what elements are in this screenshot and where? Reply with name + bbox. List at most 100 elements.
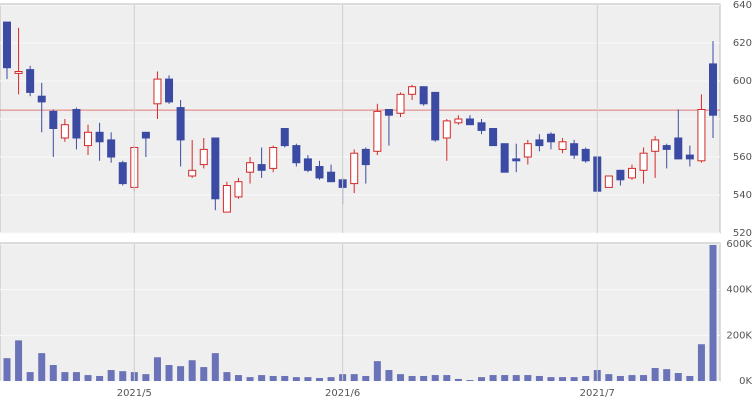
volume-panel	[0, 242, 721, 382]
volume-bar	[142, 374, 150, 381]
x-tick-label: 2021/7	[580, 388, 615, 399]
volume-bar	[454, 378, 462, 381]
candle-body	[60, 124, 69, 139]
volume-bar	[686, 375, 694, 381]
volume-bar	[200, 367, 208, 381]
y-tick-label: 600K	[726, 239, 752, 250]
candle-body	[477, 122, 486, 131]
candle-body	[327, 171, 336, 183]
candle-body	[118, 162, 127, 185]
candle-body	[697, 109, 706, 162]
candle-body	[581, 148, 590, 162]
candle-body	[442, 120, 451, 139]
candle-body	[141, 131, 150, 139]
candle-body	[500, 143, 509, 173]
y-tick-label: 640	[733, 0, 752, 11]
volume-bar	[177, 366, 185, 381]
candle-body	[153, 78, 162, 105]
volume-bar	[188, 360, 196, 381]
candle-body	[222, 185, 231, 213]
candle-body	[616, 169, 625, 181]
candle-body	[454, 118, 463, 124]
volume-bar	[628, 375, 636, 381]
volume-bar	[663, 369, 671, 381]
candle-body	[627, 167, 636, 179]
volume-bar	[49, 365, 57, 381]
candle-body	[558, 141, 567, 150]
volume-bar	[269, 375, 277, 381]
candle-body	[199, 148, 208, 166]
candle-body	[709, 63, 717, 116]
volume-bar	[119, 371, 127, 381]
candle-body	[269, 147, 278, 169]
volume-bar	[385, 370, 393, 381]
volume-bar	[501, 375, 509, 381]
volume-bar	[535, 375, 543, 381]
x-tick-label: 2021/6	[325, 388, 360, 399]
y-tick-label: 520	[733, 228, 752, 239]
volume-bar	[697, 344, 705, 381]
volume-bar	[258, 375, 266, 381]
y-tick-label: 200K	[726, 330, 752, 341]
candle-body	[176, 107, 185, 141]
candle-body	[685, 154, 694, 160]
candle-body	[651, 139, 660, 152]
volume-bar	[570, 377, 578, 381]
candle-body	[639, 152, 648, 171]
y-tick-label: 0K	[739, 376, 752, 387]
volume-bar	[61, 372, 69, 381]
candle-body	[465, 118, 474, 126]
volume-bar	[443, 375, 451, 381]
candle-body	[303, 158, 312, 171]
candle-body	[674, 137, 683, 160]
volume-bar	[616, 375, 624, 381]
volume-bar	[582, 375, 590, 381]
x-tick-label: 2021/5	[117, 388, 152, 399]
candle-body	[49, 110, 58, 130]
volume-bar	[304, 377, 312, 381]
volume-bar	[246, 377, 254, 381]
volume-bar	[15, 340, 23, 381]
volume-bar	[3, 358, 11, 381]
volume-bar	[165, 365, 173, 381]
volume-bar	[107, 370, 115, 381]
volume-bar	[72, 372, 80, 381]
candle-body	[280, 128, 289, 147]
volume-bar	[547, 377, 555, 381]
candle-body	[211, 137, 220, 200]
volume-bar	[153, 357, 161, 381]
volume-bar	[466, 380, 474, 381]
volume-bar	[38, 353, 46, 381]
volume-bar	[559, 377, 567, 381]
volume-bar	[489, 375, 497, 381]
candle-body	[188, 169, 197, 177]
candle-body	[570, 143, 579, 156]
candle-body	[3, 21, 11, 69]
volume-bar	[327, 377, 335, 381]
volume-bar	[362, 375, 370, 381]
candle-body	[373, 110, 382, 152]
volume-bar	[674, 373, 682, 381]
candle-body	[384, 109, 393, 116]
candle-body	[523, 143, 532, 158]
y-tick-label: 600	[733, 76, 752, 87]
candle-body	[257, 164, 266, 171]
candle-body	[165, 78, 174, 103]
candle-body	[14, 71, 23, 74]
volume-bar	[26, 372, 34, 381]
candle-body	[37, 95, 46, 103]
volume-bar	[605, 374, 613, 381]
volume-bar	[512, 375, 520, 381]
volume-bar	[292, 377, 300, 381]
volume-bar	[211, 353, 219, 381]
candle-body	[292, 145, 301, 164]
candle-body	[95, 131, 104, 143]
candle-body	[546, 133, 555, 143]
volume-bar	[640, 375, 648, 381]
volume-bar	[350, 374, 358, 381]
y-tick-label: 540	[733, 190, 752, 201]
candle-body	[431, 91, 440, 141]
volume-bar	[315, 378, 323, 381]
candle-body	[512, 158, 521, 162]
